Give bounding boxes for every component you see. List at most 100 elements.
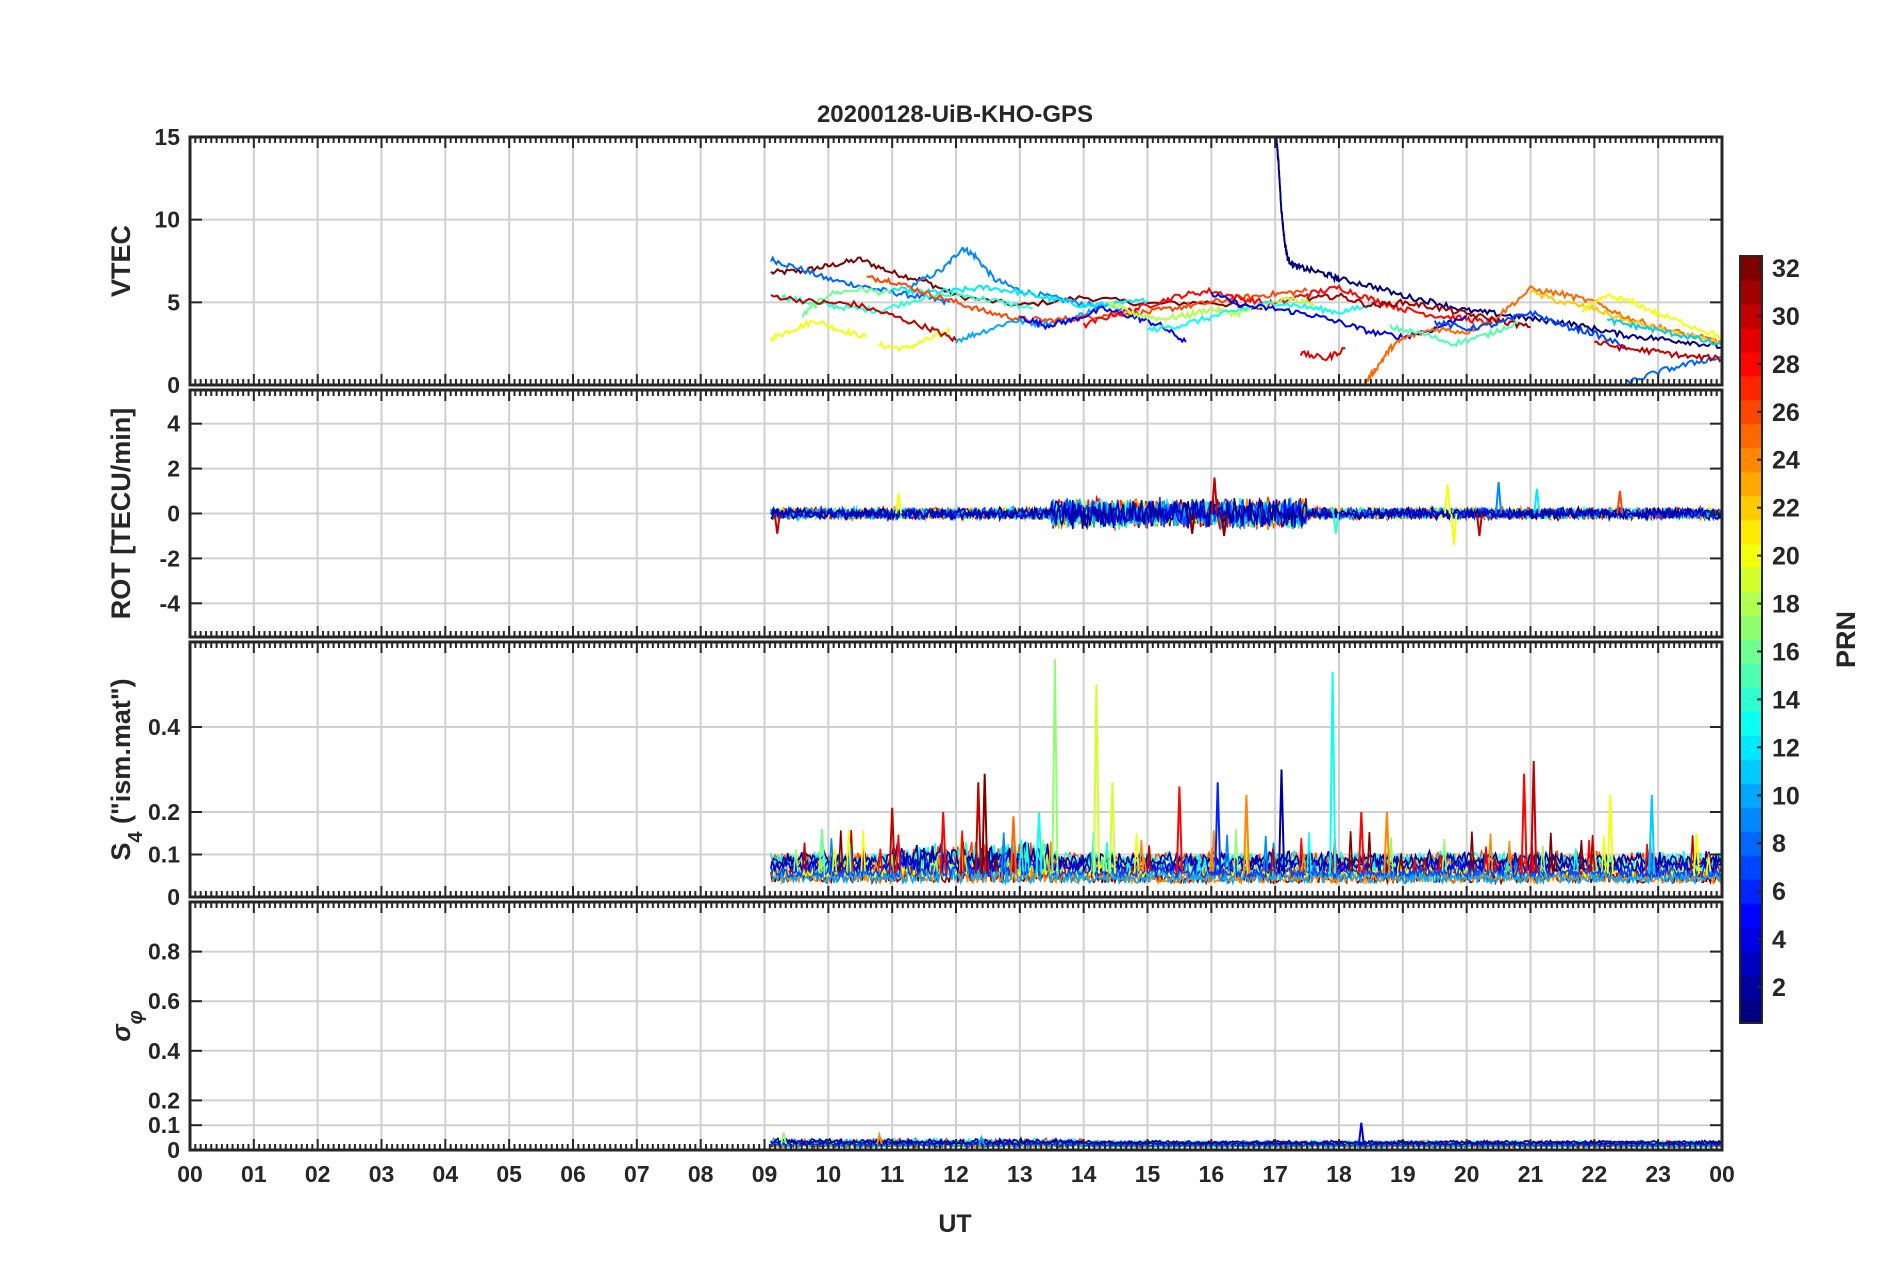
vtec-series-line <box>1146 301 1372 333</box>
s4-burst <box>1371 861 1377 872</box>
colorbar-band <box>1740 735 1762 760</box>
s4-burst <box>1441 838 1448 872</box>
s4-burst <box>873 861 879 872</box>
x-tick-label: 05 <box>496 1161 522 1187</box>
s4-burst <box>1263 835 1269 872</box>
s4-burst <box>1589 834 1596 872</box>
x-tick-label: 18 <box>1326 1161 1352 1187</box>
sigphi-spike <box>780 1132 788 1146</box>
vtec-grid <box>190 137 1722 385</box>
s4-spike <box>974 782 982 874</box>
x-tick-label: 20 <box>1454 1161 1480 1187</box>
y-tick-label: 2 <box>167 456 180 482</box>
colorbar-band <box>1740 831 1762 856</box>
vtec-series-line <box>1594 340 1722 363</box>
colorbar-band <box>1740 567 1762 593</box>
colorbar-tick-label: 6 <box>1772 878 1786 906</box>
vtec-series-line <box>866 274 1308 326</box>
s4-burst <box>1270 848 1276 872</box>
s4-spike <box>1242 794 1250 874</box>
sigphi-y-label: σφ <box>106 1010 147 1041</box>
x-tick-label: 03 <box>369 1161 395 1187</box>
y-tick-label: 0 <box>167 372 180 398</box>
rot-spike <box>1450 513 1458 545</box>
rot-data <box>770 477 1722 545</box>
colorbar-band <box>1740 495 1762 521</box>
s4-series-line <box>770 853 1722 881</box>
s4-spike <box>1520 773 1528 874</box>
s4-burst <box>1421 857 1428 872</box>
colorbar-band <box>1740 256 1762 281</box>
s4-burst <box>860 829 866 872</box>
s4-burst <box>1601 835 1607 872</box>
s4-burst <box>1209 847 1215 872</box>
s4-burst <box>1412 859 1418 872</box>
y-tick-label: 0.4 <box>148 714 180 740</box>
y-tick-label: 0 <box>167 501 180 527</box>
sigma-phi-panel: 00.10.2 0.4 0.6 0.8 σφ 00 01 02 03 04 05 06 07 08 09 10… <box>106 900 1735 1187</box>
rot-spike <box>773 513 781 534</box>
s4-burst <box>1202 858 1208 872</box>
s4-spike <box>939 811 947 874</box>
y-tick-label: 5 <box>167 289 180 315</box>
s4-burst <box>993 857 1000 872</box>
s4-burst <box>877 848 883 872</box>
vtec-series-line <box>1606 318 1722 347</box>
rot-series-line <box>770 498 1722 531</box>
x-tick-label: 00 <box>177 1161 203 1187</box>
vtec-series-line <box>1306 292 1531 330</box>
vtec-series-line <box>1108 296 1315 323</box>
vtec-data <box>769 137 1722 385</box>
y-tick-label: 10 <box>154 207 180 233</box>
s4-burst <box>838 830 844 872</box>
s4-spike <box>818 828 826 874</box>
s4-burst <box>1504 862 1510 872</box>
x-tick-label: 07 <box>624 1161 650 1187</box>
colorbar-band <box>1740 951 1762 976</box>
rot-spike <box>1211 477 1219 514</box>
y-tick-label: 0.8 <box>148 939 180 965</box>
x-tick-label: 19 <box>1390 1161 1416 1187</box>
s4-spike <box>1357 811 1365 874</box>
vtec-panel: 0 5 10 15 VTEC <box>106 124 1724 398</box>
s4-series-line <box>770 859 1722 886</box>
x-tick-label: 23 <box>1645 1161 1671 1187</box>
colorbar-band <box>1740 711 1762 736</box>
rot-spike <box>1475 513 1483 537</box>
x-axis-label: UT <box>938 1210 971 1238</box>
s4-burst <box>1398 853 1404 872</box>
colorbar-band <box>1740 399 1762 425</box>
s4-burst <box>895 834 902 872</box>
s4-burst <box>793 849 799 872</box>
sigphi-spike <box>978 1134 986 1146</box>
s4-burst <box>1146 845 1152 872</box>
x-tick-label: 11 <box>880 1161 905 1187</box>
s4-burst <box>1483 846 1489 872</box>
s4-burst <box>1437 854 1444 872</box>
s4-burst <box>1001 832 1007 872</box>
vtec-series-line <box>770 294 957 343</box>
x-tick-labels: 00 01 02 03 04 05 06 07 08 09 10 11 12 13 14 15 16 17 18 19… <box>177 1161 1735 1187</box>
colorbar-band <box>1740 327 1762 353</box>
y-tick-label: 0.4 <box>148 1038 180 1064</box>
s4-spike <box>1606 794 1614 874</box>
vtec-series-line <box>1275 137 1722 350</box>
rot-spike <box>1444 484 1452 514</box>
s4-burst <box>1366 832 1373 872</box>
colorbar-tick-label: 4 <box>1772 926 1786 954</box>
y-tick-label: 0.2 <box>148 1087 180 1113</box>
s4-burst <box>1044 854 1050 872</box>
vtec-series-line <box>1019 305 1187 344</box>
colorbar-tick-label: 16 <box>1772 638 1800 666</box>
s4-burst <box>1133 833 1140 872</box>
x-tick-label: 06 <box>560 1161 586 1187</box>
s4-burst <box>959 830 965 872</box>
s4-burst <box>1540 845 1546 872</box>
s4-burst <box>1586 839 1592 872</box>
y-tick-label: -2 <box>160 545 180 571</box>
x-tick-label: 14 <box>1071 1161 1097 1187</box>
y-tick-label: 0.6 <box>148 988 180 1014</box>
y-tick-label: 4 <box>167 411 180 437</box>
colorbar-band <box>1740 975 1762 1000</box>
vtec-series-line <box>770 256 1263 310</box>
